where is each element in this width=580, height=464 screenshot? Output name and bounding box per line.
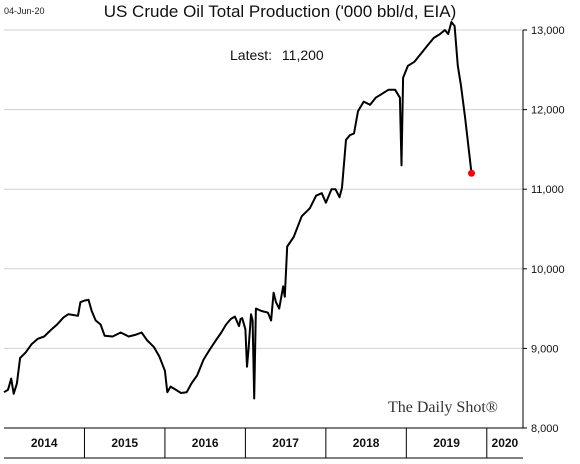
y-tick-label: 13,000	[531, 25, 565, 37]
x-tick-label: 2020	[492, 436, 519, 450]
report-date: 04-Jun-20	[4, 6, 45, 16]
series-line	[3, 21, 473, 400]
x-tick-label: 2017	[272, 436, 299, 450]
x-tick-label: 2014	[31, 436, 58, 450]
y-tick-label: 10,000	[531, 264, 565, 276]
x-tick-label: 2016	[192, 436, 219, 450]
latest-annotation: Latest: 11,200	[230, 47, 324, 63]
watermark-logo: The Daily Shot®	[388, 399, 498, 416]
x-tick-label: 2015	[111, 436, 138, 450]
latest-point-marker	[468, 169, 476, 177]
x-ticks: 2014 2015 2016 2017 2018 2019 2020	[31, 428, 519, 458]
x-tick-label: 2018	[353, 436, 380, 450]
y-tick-label: 8,000	[531, 423, 559, 435]
y-ticks: 8,000 9,000 10,000 11,000 12,000 13,000	[523, 25, 565, 435]
chart-title: US Crude Oil Total Production ('000 bbl/…	[103, 2, 457, 21]
x-tick-label: 2019	[433, 436, 460, 450]
y-tick-label: 12,000	[531, 105, 565, 117]
latest-label-text: Latest:	[230, 47, 272, 63]
axes	[4, 30, 524, 459]
y-tick-label: 11,000	[531, 184, 564, 196]
latest-value-text: 11,200	[282, 47, 324, 63]
y-tick-label: 9,000	[531, 343, 559, 355]
gridlines	[4, 29, 523, 349]
